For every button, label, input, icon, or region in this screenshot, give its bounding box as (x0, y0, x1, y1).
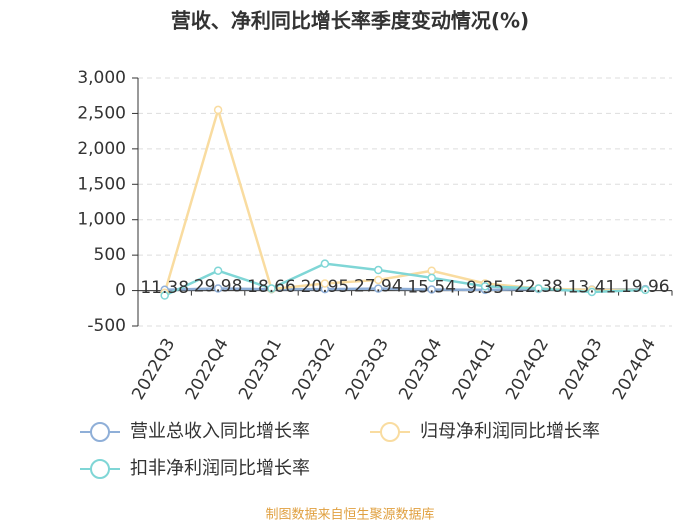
x-tick-label: 2024Q4 (609, 335, 660, 403)
point (160, 291, 169, 300)
legend-marker (90, 422, 110, 442)
point (427, 285, 436, 294)
y-tick-label: 500 (94, 245, 126, 265)
point (641, 285, 650, 295)
x-tick-label: 2023Q3 (342, 335, 393, 403)
chart-title: 营收、净利同比增长率季度变动情况(%) (171, 9, 529, 33)
footer: 制图数据来自恒生聚源数据库 (265, 507, 434, 523)
legend-label: 归母净利润同比增长率 (420, 421, 600, 442)
x-tick-label: 2023Q4 (395, 335, 446, 403)
y-tick-label: 2,500 (77, 103, 126, 123)
point (427, 266, 436, 275)
point (427, 273, 436, 283)
x-tick-label: 2023Q2 (289, 335, 340, 403)
data-label: 11.38 (140, 278, 189, 298)
x-tick-label: 2023Q1 (235, 335, 286, 403)
data-label: 20.95 (301, 277, 350, 297)
point (534, 284, 543, 293)
y-tick-label: 3,000 (77, 68, 126, 88)
legend-marker (380, 422, 400, 442)
point (213, 105, 223, 115)
point (374, 275, 383, 285)
point (213, 266, 223, 275)
x-tick-label: 2024Q2 (502, 335, 553, 403)
series-line (163, 105, 646, 294)
y-tick-label: -500 (87, 316, 126, 336)
data-label: 9.35 (466, 278, 504, 298)
data-label: 27.94 (354, 277, 403, 297)
point (374, 284, 383, 293)
point (480, 282, 490, 291)
data-label: 29.98 (194, 276, 243, 296)
x-tick-label: 2024Q3 (556, 335, 607, 403)
data-label: 19.96 (621, 277, 670, 297)
legend-marker (90, 459, 110, 479)
legend-label: 营业总收入同比增长率 (130, 421, 310, 442)
point (587, 287, 597, 297)
point (320, 259, 330, 268)
y-tick-label: 2,000 (77, 139, 126, 159)
series-line (164, 262, 646, 297)
point (267, 284, 276, 293)
data-label: 22.38 (514, 277, 563, 297)
legend-label: 扣非净利润同比增长率 (130, 458, 310, 479)
x-tick-label: 2022Q4 (182, 335, 233, 403)
data-label: 15.54 (407, 277, 456, 297)
x-tick-label: 2024Q1 (449, 335, 500, 403)
data-label: 18.66 (247, 277, 296, 297)
point (374, 265, 383, 275)
y-tick-label: 0 (115, 281, 126, 301)
data-label: 13.41 (568, 278, 617, 298)
point (320, 279, 330, 288)
point (213, 284, 223, 293)
x-tick-label: 2022Q3 (128, 335, 179, 403)
y-tick-label: 1,000 (77, 210, 126, 230)
y-tick-label: 1,500 (77, 174, 126, 194)
